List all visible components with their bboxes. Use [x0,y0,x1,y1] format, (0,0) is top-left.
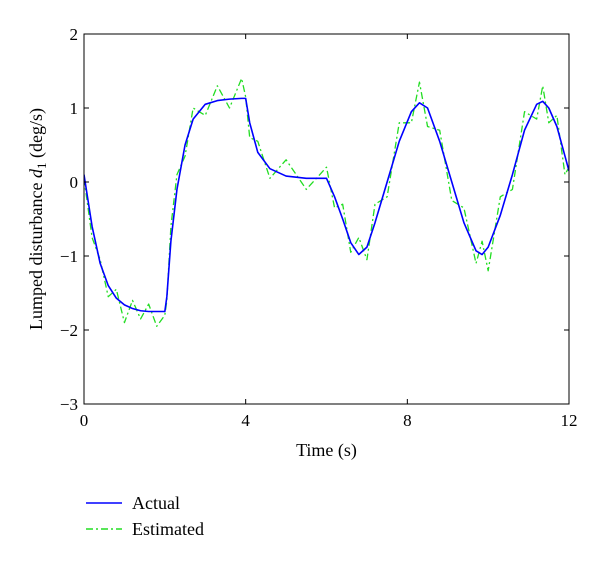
y-axis-label: Lumped disturbance d1 (deg/s) [26,108,49,330]
y-tick-label: −1 [60,247,78,266]
y-axis-label-subscript: 1 [34,163,49,170]
y-tick-label: −3 [60,395,78,414]
y-axis-label-symbol: d [26,168,46,178]
x-tick-label: 0 [80,411,89,430]
plot-area-frame [83,33,570,405]
legend-label-actual: Actual [132,493,180,513]
series-line-actual [84,97,569,313]
y-tick-label: 2 [70,25,79,44]
series-line-estimated [84,77,569,327]
legend-label-estimated: Estimated [132,519,204,539]
legend: Actual Estimated [86,493,204,539]
y-tick-label: −2 [60,321,78,340]
y-axis-label-suffix: (deg/s) [26,108,47,162]
x-axis-label: Time (s) [296,440,357,461]
x-tick-label: 8 [403,411,412,430]
y-tick-label: 1 [70,99,79,118]
series-layer [84,77,569,327]
x-tick-label: 4 [241,411,250,430]
y-axis-label-prefix: Lumped disturbance [26,178,46,330]
x-tick-label: 12 [561,411,578,430]
y-tick-label: 0 [70,173,79,192]
